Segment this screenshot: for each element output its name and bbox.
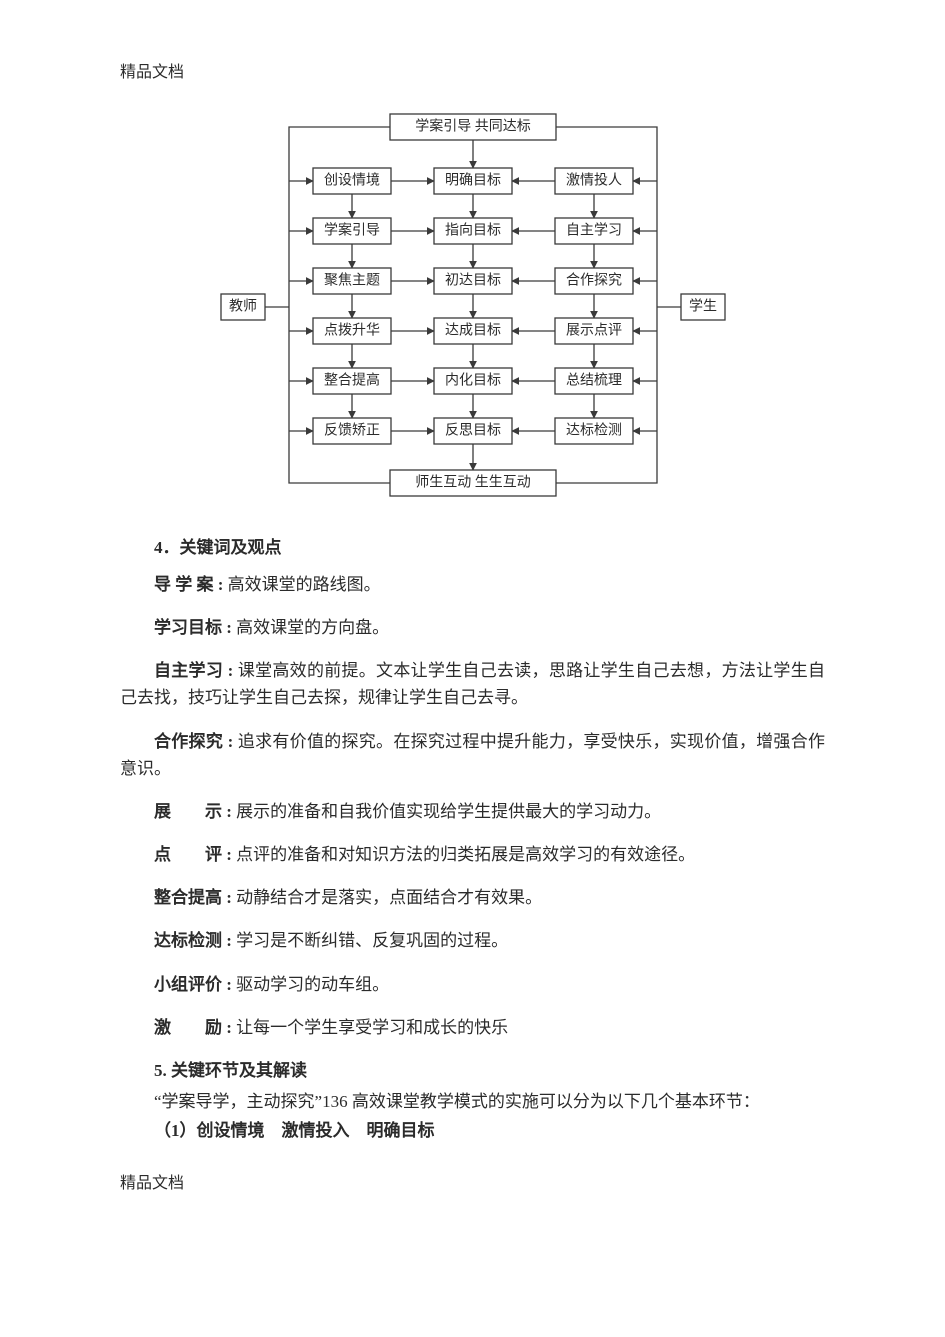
- keyword-text: 让每一个学生享受学习和成长的快乐: [236, 1018, 508, 1037]
- keyword-text: 高效课堂的方向盘。: [236, 618, 389, 637]
- keyword-item: 激 励 : 让每一个学生享受学习和成长的快乐: [120, 1014, 825, 1041]
- keyword-item: 展 示 : 展示的准备和自我价值实现给学生提供最大的学习动力。: [120, 798, 825, 825]
- keyword-label: 达标检测 :: [154, 931, 236, 950]
- flowchart-box-r6c2: 反思目标: [434, 418, 512, 444]
- flowchart-box-r4c1: 点拨升华: [313, 318, 391, 344]
- flowchart-box-label: 总结梳理: [566, 372, 622, 388]
- flowchart-box-r1c1: 创设情境: [313, 168, 391, 194]
- flowchart-box-r3c1: 聚焦主题: [313, 268, 391, 294]
- flowchart-box-label: 展示点评: [566, 322, 622, 338]
- flowchart-box-label: 达成目标: [445, 322, 501, 338]
- flowchart-box-r2c3: 自主学习: [555, 218, 633, 244]
- keyword-item: 小组评价 : 驱动学习的动车组。: [120, 971, 825, 998]
- flowchart-box-label: 学案引导 共同达标: [415, 117, 531, 134]
- flowchart-box-label: 激情投人: [566, 171, 622, 188]
- flowchart-box-r2c1: 学案引导: [313, 218, 391, 244]
- flowchart-box-label: 明确目标: [445, 172, 501, 188]
- flowchart-box-label: 师生互动 生生互动: [415, 474, 531, 490]
- keyword-label: 小组评价 :: [154, 975, 236, 994]
- flowchart-box-label: 达标检测: [566, 422, 622, 438]
- flowchart-container: 学案引导 共同达标师生互动 生生互动 教师 学生 创设情境 明确目标 激情投人学案引导 指向…: [120, 106, 825, 506]
- keyword-label: 激 励 :: [154, 1018, 236, 1037]
- flowchart-box-label: 初达目标: [445, 271, 501, 288]
- flowchart-box-r2c2: 指向目标: [434, 218, 512, 244]
- keyword-text: 高效课堂的路线图。: [228, 575, 381, 594]
- flowchart-box-r6c3: 达标检测: [555, 418, 633, 444]
- flowchart-box-bottom: 师生互动 生生互动: [390, 470, 556, 496]
- flowchart-box-r1c3: 激情投人: [555, 168, 633, 194]
- flowchart-box-r5c3: 总结梳理: [555, 368, 633, 394]
- section-5-intro: “学案导学，主动探究”136 高效课堂教学模式的实施可以分为以下几个基本环节：: [120, 1088, 825, 1115]
- keyword-item: 学习目标 : 高效课堂的方向盘。: [120, 614, 825, 641]
- keyword-item: 达标检测 : 学习是不断纠错、反复巩固的过程。: [120, 927, 825, 954]
- keyword-text: 点评的准备和对知识方法的归类拓展是高效学习的有效途径。: [236, 845, 695, 864]
- page-footer: 精品文档: [120, 1171, 825, 1197]
- flowchart-box-label: 自主学习: [566, 222, 622, 238]
- flowchart-box-r5c2: 内化目标: [434, 368, 512, 394]
- flowchart-box-r3c3: 合作探究: [555, 268, 633, 294]
- keyword-label: 学习目标 :: [154, 618, 236, 637]
- keyword-item: 点 评 : 点评的准备和对知识方法的归类拓展是高效学习的有效途径。: [120, 841, 825, 868]
- keyword-label: 合作探究 :: [154, 732, 238, 751]
- flowchart-box-label: 整合提高: [324, 371, 380, 388]
- flowchart-box-label: 反馈矫正: [324, 422, 380, 438]
- flowchart-box-r4c2: 达成目标: [434, 318, 512, 344]
- flowchart-box-student: 学生: [681, 294, 725, 320]
- flowchart-box-label: 学案引导: [324, 221, 380, 238]
- teaching-flowchart: 学案引导 共同达标师生互动 生生互动 教师 学生 创设情境 明确目标 激情投人学案引导 指向…: [213, 106, 733, 506]
- keyword-label: 导 学 案 :: [154, 575, 228, 594]
- flowchart-box-r5c1: 整合提高: [313, 368, 391, 394]
- section-4-title: 4．关键词及观点: [120, 534, 825, 561]
- flowchart-box-label: 指向目标: [445, 222, 501, 238]
- flowchart-box-r1c2: 明确目标: [434, 168, 512, 194]
- keyword-text: 展示的准备和自我价值实现给学生提供最大的学习动力。: [236, 802, 661, 821]
- section-5-sub1: （1）创设情境 激情投入 明确目标: [120, 1117, 825, 1144]
- flowchart-box-top: 学案引导 共同达标: [390, 114, 556, 140]
- flowchart-box-r4c3: 展示点评: [555, 318, 633, 344]
- flowchart-box-label: 教师: [229, 298, 257, 314]
- section-5-title: 5. 关键环节及其解读: [120, 1057, 825, 1084]
- keyword-label: 整合提高 :: [154, 888, 236, 907]
- keyword-item: 整合提高 : 动静结合才是落实，点面结合才有效果。: [120, 884, 825, 911]
- keyword-text: 驱动学习的动车组。: [236, 975, 389, 994]
- keyword-label: 点 评 :: [154, 845, 236, 864]
- flowchart-box-label: 内化目标: [445, 372, 501, 388]
- flowchart-box-label: 创设情境: [324, 172, 380, 188]
- flowchart-box-teacher: 教师: [221, 294, 265, 320]
- flowchart-box-label: 点拨升华: [324, 322, 380, 338]
- flowchart-box-label: 反思目标: [445, 422, 501, 438]
- keyword-item: 合作探究 : 追求有价值的探究。在探究过程中提升能力，享受快乐，实现价值，增强合…: [120, 728, 825, 782]
- keyword-text: 学习是不断纠错、反复巩固的过程。: [236, 931, 508, 950]
- flowchart-box-label: 合作探究: [566, 272, 622, 288]
- flowchart-box-r3c2: 初达目标: [434, 268, 512, 294]
- flowchart-box-label: 学生: [689, 298, 717, 314]
- keyword-list: 导 学 案 : 高效课堂的路线图。学习目标 : 高效课堂的方向盘。自主学习 : …: [120, 571, 825, 1041]
- keyword-label: 自主学习 :: [154, 661, 238, 680]
- keyword-item: 导 学 案 : 高效课堂的路线图。: [120, 571, 825, 598]
- page-header: 精品文档: [120, 60, 825, 86]
- flowchart-box-r6c1: 反馈矫正: [313, 418, 391, 444]
- keyword-item: 自主学习 : 课堂高效的前提。文本让学生自己去读，思路让学生自己去想，方法让学生…: [120, 657, 825, 711]
- keyword-text: 动静结合才是落实，点面结合才有效果。: [236, 888, 542, 907]
- flowchart-box-label: 聚焦主题: [324, 272, 380, 288]
- keyword-label: 展 示 :: [154, 802, 236, 821]
